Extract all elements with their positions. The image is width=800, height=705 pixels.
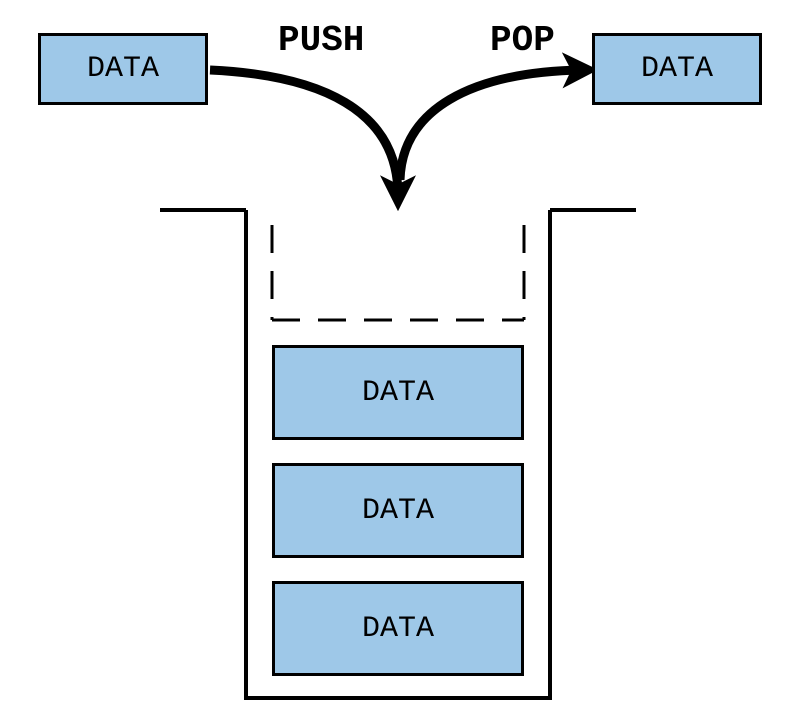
- stack-item-1-box: DATA: [272, 345, 524, 440]
- pop-target-label: DATA: [641, 52, 713, 86]
- push-source-label: DATA: [87, 52, 159, 86]
- stack-item-1-label: DATA: [362, 376, 434, 410]
- push-arrow: [210, 70, 398, 195]
- pop-arrow: [400, 70, 582, 180]
- stack-item-2-box: DATA: [272, 463, 524, 558]
- empty-slot: [272, 225, 524, 320]
- stack-item-2-label: DATA: [362, 494, 434, 528]
- stack-item-3-label: DATA: [362, 612, 434, 646]
- push-source-box: DATA: [38, 33, 208, 105]
- stack-item-3-box: DATA: [272, 581, 524, 676]
- pop-label: POP: [490, 20, 555, 61]
- push-label: PUSH: [278, 20, 364, 61]
- pop-target-box: DATA: [592, 33, 762, 105]
- stack-diagram: DATA DATA DATA DATA DATA PUSH POP: [0, 0, 800, 705]
